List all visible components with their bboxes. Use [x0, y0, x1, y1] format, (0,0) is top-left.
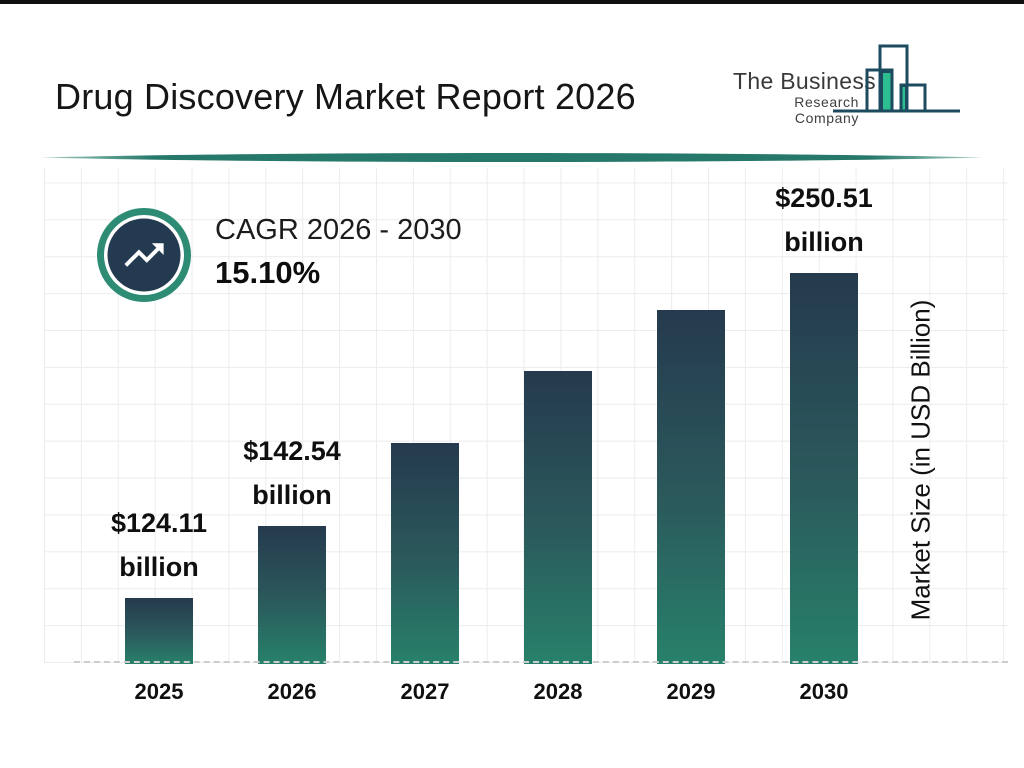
bar-value-unit: billion	[784, 227, 864, 257]
page-top-border	[0, 0, 1024, 4]
x-tick-2025: 2025	[134, 679, 184, 704]
bar-2027	[391, 443, 459, 664]
bar-value-amount: $250.51	[775, 183, 873, 213]
bar-2025	[125, 598, 193, 664]
bar-value-unit: billion	[119, 552, 199, 582]
bar-value-unit: billion	[252, 480, 332, 510]
cagr-text: CAGR 2026 - 2030 15.10%	[215, 206, 462, 291]
company-logo: The Business Research Company	[733, 42, 965, 126]
x-tick-2027: 2027	[400, 679, 450, 704]
logo-company-name: The Business	[733, 68, 876, 94]
x-tick-2030: 2030	[799, 679, 849, 704]
logo-company-subtitle: Research Company	[794, 94, 859, 126]
x-tick-2026: 2026	[267, 679, 317, 704]
page-title: Drug Discovery Market Report 2026	[55, 76, 636, 118]
bar-2030	[790, 273, 858, 664]
cagr-period-label: CAGR 2026 - 2030	[215, 214, 462, 246]
logo-bars-icon	[833, 44, 960, 113]
cagr-callout: CAGR 2026 - 2030 15.10%	[95, 206, 462, 304]
x-tick-2028: 2028	[533, 679, 583, 704]
y-axis-label: Market Size (in USD Billion)	[905, 299, 936, 621]
x-tick-2029: 2029	[666, 679, 716, 704]
bar-value-label-2026: $142.54 billion	[192, 429, 392, 517]
cagr-percentage: 15.10%	[215, 255, 321, 290]
bar-value-label-2030: $250.51 billion	[724, 176, 924, 264]
bar-value-amount: $142.54	[243, 436, 341, 466]
trend-up-icon	[97, 208, 191, 302]
bar-2029	[657, 310, 725, 664]
bar-chart-plot-area: $124.11 billion $142.54 billion $250.51 billi…	[44, 168, 1008, 664]
divider-swoosh	[40, 153, 984, 162]
bar-value-amount: $124.11	[110, 508, 208, 538]
bar-2026	[258, 526, 326, 664]
bar-value-label-2025: $124.11 billion	[59, 501, 259, 589]
bar-2028	[524, 371, 592, 664]
